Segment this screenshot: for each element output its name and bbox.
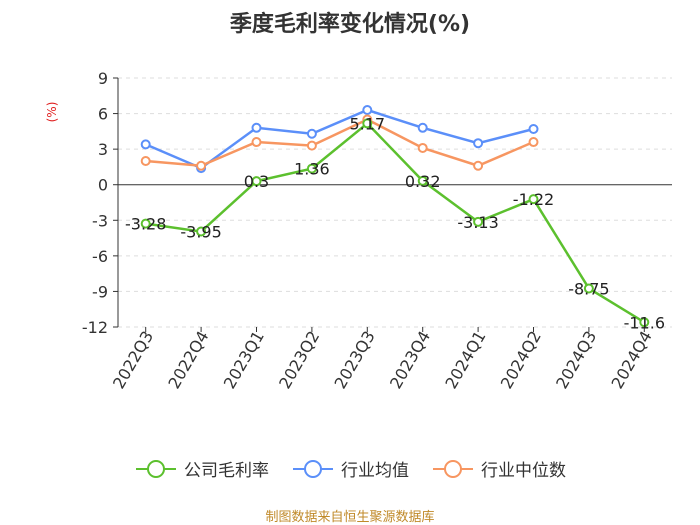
data-point	[196, 226, 207, 237]
data-point	[306, 163, 317, 174]
data-point	[639, 317, 650, 328]
data-point	[473, 216, 484, 227]
data-labels: -3.28 -3.95 0.3 1.36 5.17 0.32 -3.13 -1.22 -8.75…	[125, 114, 665, 332]
legend-marker-icon	[136, 459, 176, 478]
data-point	[306, 128, 317, 139]
data-point	[528, 123, 539, 134]
data-point	[417, 175, 428, 186]
data-label: 0.32	[405, 172, 441, 191]
legend: 公司毛利率 行业均值 行业中位数	[0, 456, 700, 481]
x-tick-label: 2023Q4	[386, 328, 434, 392]
data-point	[473, 160, 484, 171]
y-tick-label: 6	[98, 105, 108, 124]
data-label: 0.3	[244, 172, 269, 191]
axes	[113, 77, 672, 332]
data-label: -3.28	[125, 215, 166, 234]
y-tick-label: -6	[92, 247, 108, 266]
chart-title: 季度毛利率变化情况(%)	[229, 12, 471, 37]
data-point	[251, 176, 262, 187]
y-tick-label: 9	[98, 69, 108, 88]
data-point	[140, 139, 151, 150]
data-point	[528, 194, 539, 205]
x-tick-label: 2023Q1	[220, 328, 268, 392]
data-label: -8.75	[568, 279, 609, 298]
data-point	[528, 137, 539, 148]
legend-item-industry-median[interactable]: 行业中位数	[431, 456, 566, 481]
data-point	[417, 122, 428, 133]
y-tick-label: 0	[98, 176, 108, 195]
legend-marker-icon	[293, 459, 333, 478]
y-tick-label: -12	[82, 318, 108, 337]
data-point	[140, 218, 151, 229]
data-point	[362, 105, 373, 116]
series-lines	[145, 108, 645, 324]
y-tick-labels: 9 6 3 0 -3 -6 -9 -12	[82, 69, 108, 337]
data-point	[306, 140, 317, 151]
data-label: -11.6	[624, 313, 665, 332]
data-point	[417, 142, 428, 153]
data-label: 1.36	[294, 160, 330, 179]
series-points	[140, 105, 650, 328]
legend-label: 行业均值	[341, 461, 409, 481]
data-point	[140, 156, 151, 166]
y-tick-label: 3	[98, 140, 108, 159]
x-tick-label: 2022Q3	[109, 328, 157, 392]
x-tick-label: 2023Q2	[275, 328, 323, 392]
data-point	[583, 283, 594, 294]
data-point	[196, 160, 207, 171]
x-tick-label: 2022Q4	[164, 328, 212, 392]
y-tick-label: -3	[92, 211, 108, 230]
data-label: 5.17	[349, 114, 385, 133]
x-tick-labels: 2022Q3 2022Q4 2023Q1 2023Q2 2023Q3 2023Q4 2024…	[109, 327, 656, 391]
data-point	[362, 118, 373, 129]
legend-item-company[interactable]: 公司毛利率	[134, 456, 269, 481]
legend-marker-icon	[433, 459, 473, 478]
x-tick-label: 2024Q3	[552, 328, 600, 392]
x-tick-label: 2023Q3	[331, 328, 379, 392]
x-tick-label: 2024Q1	[441, 327, 489, 391]
series-line	[145, 121, 645, 324]
data-point	[251, 137, 262, 148]
data-point	[251, 122, 262, 133]
data-label: -3.13	[457, 213, 498, 232]
source-note: 制图数据来自恒生聚源数据库	[265, 510, 435, 525]
legend-label: 公司毛利率	[184, 461, 269, 481]
legend-label: 行业中位数	[481, 461, 566, 481]
x-tick-label: 2024Q4	[608, 328, 656, 392]
series-line	[145, 118, 534, 168]
data-point	[473, 138, 484, 149]
x-tick-label: 2024Q2	[497, 328, 545, 392]
y-tick-label: -9	[92, 282, 108, 301]
data-label: -3.95	[180, 223, 221, 242]
data-label: -1.22	[513, 190, 554, 209]
legend-item-industry-mean[interactable]: 行业均值	[291, 456, 409, 481]
